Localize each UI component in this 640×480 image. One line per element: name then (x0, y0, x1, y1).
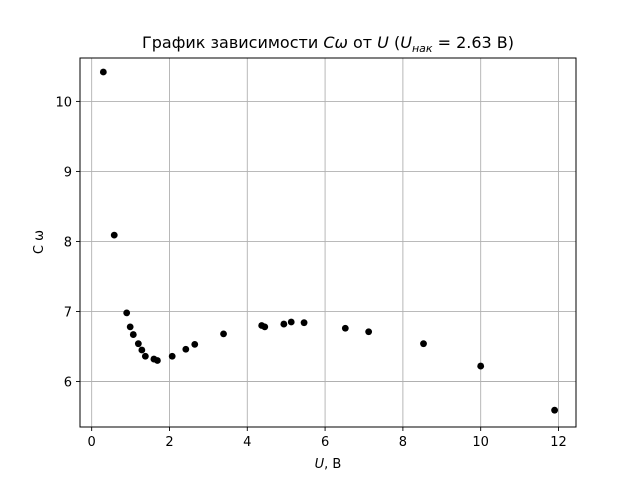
data-point (129, 331, 137, 338)
data-point (420, 340, 427, 348)
x-tick-label: 10 (472, 435, 489, 450)
data-point (287, 318, 295, 326)
data-point (220, 330, 227, 338)
data-point (182, 345, 190, 353)
y-tick-label: 7 (64, 305, 72, 320)
chart-title: График зависимости Cω от U (Uнак = 2.63 … (142, 33, 514, 55)
data-point (168, 352, 176, 360)
data-point (191, 340, 199, 348)
data-point (126, 323, 134, 331)
data-point (365, 328, 373, 336)
data-point (110, 231, 118, 239)
x-tick-label: 2 (165, 435, 173, 450)
data-point (138, 346, 146, 354)
data-point (154, 357, 161, 364)
x-tick-label: 0 (88, 435, 96, 450)
x-tick-label: 8 (399, 435, 407, 450)
y-tick-label: 8 (64, 235, 72, 250)
y-tick-label: 10 (55, 95, 72, 110)
data-point (99, 68, 107, 76)
plot-frame (79, 57, 577, 428)
x-axis-label: U, В (315, 457, 342, 472)
data-point (280, 320, 288, 328)
grid (80, 58, 576, 427)
data-points (99, 68, 559, 414)
data-point (134, 340, 142, 348)
x-tick-label: 4 (243, 435, 251, 450)
y-axis-label: C ω (32, 230, 47, 254)
data-point (551, 406, 559, 414)
y-tick-label: 9 (64, 165, 72, 180)
data-point (477, 362, 485, 370)
x-tick-label: 6 (321, 435, 329, 450)
data-point (341, 324, 349, 332)
data-point (123, 309, 131, 317)
data-point (261, 323, 269, 331)
axis-ticks: 0 2 4 6 8 10 12 6 7 8 9 10 (55, 95, 566, 450)
data-point (300, 319, 308, 327)
data-point (141, 352, 149, 360)
y-tick-label: 6 (64, 375, 72, 390)
x-tick-label: 12 (550, 435, 567, 450)
